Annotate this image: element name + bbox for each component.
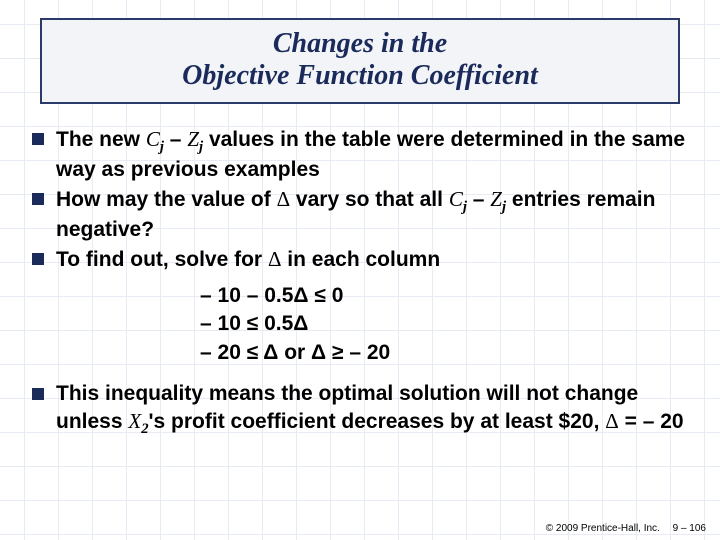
- bullet-list-bottom: This inequality means the optimal soluti…: [32, 381, 688, 439]
- title-line-2: Objective Function Coefficient: [52, 60, 668, 92]
- equation-line: – 20 ≤ Δ or Δ ≥ – 20: [200, 339, 720, 367]
- bullet-item: The new Cj – Zj values in the table were…: [32, 126, 688, 184]
- copyright-text: © 2009 Prentice-Hall, Inc.: [546, 523, 660, 534]
- bullet-text: This inequality means the optimal soluti…: [56, 381, 688, 439]
- bullet-text: To find out, solve for Δ in each column: [56, 246, 440, 274]
- equation-line: – 10 – 0.5Δ ≤ 0: [200, 282, 720, 310]
- bullet-item: To find out, solve for Δ in each column: [32, 246, 688, 274]
- footer: © 2009 Prentice-Hall, Inc. 9 – 106: [546, 523, 706, 534]
- equation-line: – 10 ≤ 0.5Δ: [200, 310, 720, 338]
- bullet-text: How may the value of Δ vary so that all …: [56, 186, 688, 244]
- bullet-marker-icon: [32, 133, 44, 145]
- bullet-list-top: The new Cj – Zj values in the table were…: [32, 126, 688, 274]
- bullet-marker-icon: [32, 388, 44, 400]
- bullet-marker-icon: [32, 253, 44, 265]
- slide-content: Changes in the Objective Function Coeffi…: [0, 0, 720, 540]
- bullet-item: This inequality means the optimal soluti…: [32, 381, 688, 439]
- title-box: Changes in the Objective Function Coeffi…: [40, 18, 680, 104]
- page-number: 9 – 106: [673, 523, 706, 534]
- bullet-text: The new Cj – Zj values in the table were…: [56, 126, 688, 184]
- bullet-item: How may the value of Δ vary so that all …: [32, 186, 688, 244]
- equation-block: – 10 – 0.5Δ ≤ 0 – 10 ≤ 0.5Δ – 20 ≤ Δ or …: [200, 282, 720, 367]
- bullet-marker-icon: [32, 193, 44, 205]
- title-line-1: Changes in the: [52, 28, 668, 60]
